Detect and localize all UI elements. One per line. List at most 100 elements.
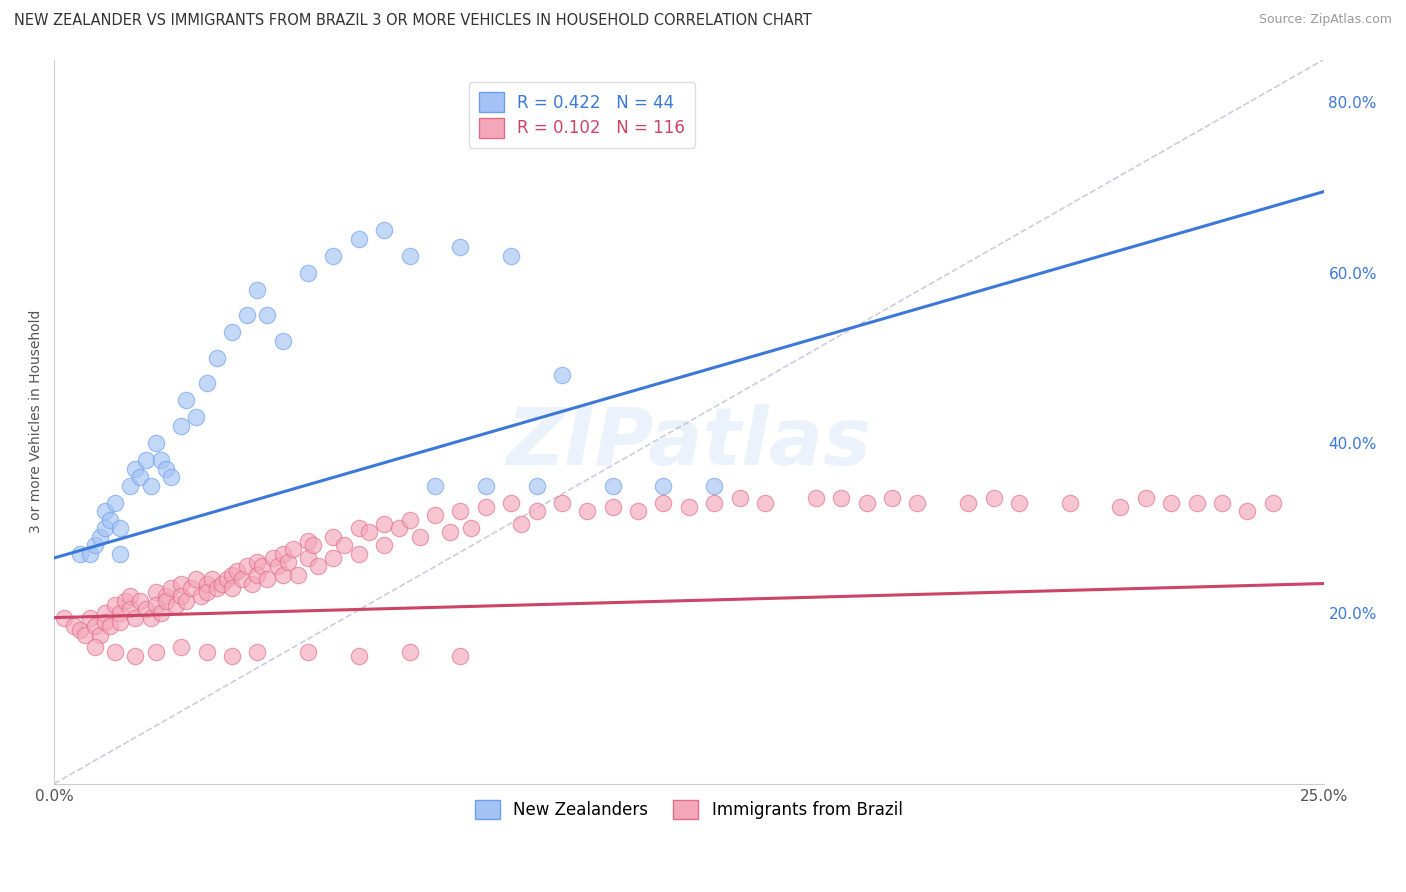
Point [104, 645, 127, 659]
Point [1008, 495, 1031, 509]
Point [170, 640, 193, 655]
Point [271, 334, 294, 348]
Point [373, 538, 395, 552]
Point [526, 112, 548, 127]
Point [174, 393, 197, 408]
Point [160, 581, 183, 595]
Point [678, 500, 700, 514]
Point [120, 590, 142, 604]
Point [135, 602, 157, 616]
Point [1059, 495, 1081, 509]
Point [388, 521, 411, 535]
Point [155, 461, 177, 475]
Point [266, 559, 288, 574]
Point [246, 645, 269, 659]
Point [108, 607, 131, 621]
Point [246, 568, 269, 582]
Point [347, 521, 370, 535]
Point [174, 593, 197, 607]
Point [256, 308, 278, 322]
Point [108, 615, 131, 629]
Point [347, 231, 370, 245]
Point [501, 495, 523, 509]
Point [262, 551, 284, 566]
Point [98, 513, 121, 527]
Point [460, 521, 482, 535]
Point [221, 325, 243, 339]
Point [79, 547, 101, 561]
Point [576, 504, 599, 518]
Point [855, 495, 877, 509]
Point [240, 576, 263, 591]
Point [83, 640, 105, 655]
Point [211, 576, 233, 591]
Point [98, 619, 121, 633]
Point [423, 508, 446, 523]
Point [252, 559, 274, 574]
Point [155, 593, 177, 607]
Point [104, 495, 127, 509]
Point [89, 627, 111, 641]
Point [226, 564, 249, 578]
Point [627, 504, 650, 518]
Point [880, 491, 903, 506]
Point [145, 645, 167, 659]
Point [53, 610, 76, 624]
Point [297, 533, 319, 548]
Point [1236, 504, 1258, 518]
Point [69, 624, 91, 638]
Point [602, 478, 624, 492]
Point [1135, 491, 1157, 506]
Point [322, 551, 344, 566]
Point [124, 610, 146, 624]
Point [347, 648, 370, 663]
Point [297, 266, 319, 280]
Point [246, 283, 269, 297]
Point [307, 559, 329, 574]
Point [373, 516, 395, 531]
Point [1211, 495, 1233, 509]
Point [1261, 495, 1284, 509]
Point [139, 610, 162, 624]
Point [703, 495, 725, 509]
Point [322, 248, 344, 262]
Point [905, 495, 928, 509]
Point [302, 538, 325, 552]
Point [73, 627, 96, 641]
Point [398, 513, 420, 527]
Point [398, 645, 420, 659]
Y-axis label: 3 or more Vehicles in Household: 3 or more Vehicles in Household [30, 310, 44, 533]
Point [1185, 495, 1208, 509]
Point [357, 525, 380, 540]
Point [236, 559, 259, 574]
Point [231, 572, 253, 586]
Point [195, 376, 218, 391]
Point [1109, 500, 1132, 514]
Point [124, 648, 146, 663]
Point [804, 491, 827, 506]
Point [236, 308, 259, 322]
Point [108, 521, 131, 535]
Point [957, 495, 980, 509]
Point [120, 478, 142, 492]
Point [104, 598, 127, 612]
Point [271, 568, 294, 582]
Point [510, 516, 533, 531]
Point [449, 240, 471, 254]
Point [551, 495, 574, 509]
Point [501, 248, 523, 262]
Point [652, 478, 675, 492]
Text: Source: ZipAtlas.com: Source: ZipAtlas.com [1258, 13, 1392, 27]
Point [94, 607, 117, 621]
Point [830, 491, 852, 506]
Point [423, 478, 446, 492]
Point [160, 470, 183, 484]
Point [602, 500, 624, 514]
Point [347, 547, 370, 561]
Point [474, 478, 496, 492]
Point [221, 648, 243, 663]
Point [139, 478, 162, 492]
Point [200, 572, 222, 586]
Point [271, 547, 294, 561]
Point [221, 581, 243, 595]
